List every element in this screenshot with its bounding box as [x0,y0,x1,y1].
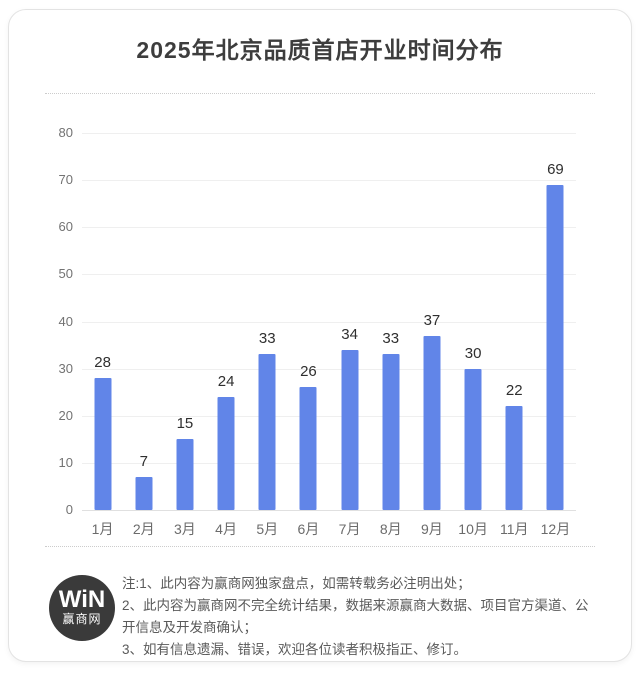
y-axis-tick-label: 50 [58,266,73,282]
bar-slot-4月: 24 [205,133,247,510]
bar-value-label: 33 [382,330,400,347]
bar-slot-3月: 15 [164,133,206,510]
gridline [82,227,576,229]
logo-chinese-name: 赢商网 [62,612,102,626]
x-axis-tick-label: 10月 [458,521,488,537]
bar-slot-1月: 28 [82,133,124,510]
winshang-logo: WiN 赢商网 [49,575,115,641]
gridline [82,321,576,323]
y-axis-tick-label: 60 [58,219,73,235]
footnotes: 注:1、此内容为赢商网独家盘点，如需转载务必注明出处； 2、此内容为赢商网不完全统… [122,573,601,661]
footer-separator [45,546,595,547]
x-axis-tick-label: 5月 [256,521,279,537]
bar-slot-11月: 22 [493,133,535,510]
y-axis-tick-label: 30 [58,360,73,376]
bar-10月 [464,369,482,510]
infographic-card: 2025年北京品质首店开业时间分布 0 10 20 30 40 50 60 70 80 28 1月 7… [8,9,632,662]
bar-2月 [135,477,153,510]
bar-slot-5月: 33 [246,133,288,510]
gridline [82,462,576,464]
bar-value-label: 37 [423,312,441,329]
y-axis-tick-label: 70 [58,172,73,188]
bar-slot-10月: 30 [452,133,494,510]
title-separator [45,93,595,94]
bar-slot-8月: 33 [370,133,412,510]
bar-4月 [217,397,235,510]
bar-3月 [176,439,194,510]
gridline [82,133,576,134]
y-axis-tick-label: 10 [58,454,73,470]
bar-value-label: 22 [505,382,523,399]
bar-value-label: 34 [341,326,358,343]
bar-12月 [546,185,564,510]
bar-value-label: 33 [258,330,276,347]
y-axis-tick-label: 80 [58,125,73,140]
x-axis-tick-label: 2月 [132,521,155,537]
gridline [82,274,576,276]
x-axis-tick-label: 6月 [297,521,320,537]
x-axis-tick-label: 8月 [379,521,402,537]
x-axis-tick-label: 4月 [215,521,237,537]
footer: WiN 赢商网 注:1、此内容为赢商网独家盘点，如需转载务必注明出处； 2、此内容… [49,573,601,661]
bar-slot-9月: 37 [411,133,453,510]
bar-value-label: 7 [139,453,148,470]
x-axis-tick-label: 11月 [499,521,529,537]
footnote-line: 3、如有信息遗漏、错误，欢迎各位读者积极指正、修订。 [122,642,468,657]
y-axis-tick-label: 40 [58,313,73,329]
footnote-line: 注:1、此内容为赢商网独家盘点，如需转载务必注明出处； [122,576,471,591]
footnote-line: 2、此内容为赢商网不完全统计结果，数据来源赢商大数据、项目官方渠道、公开信息及开… [122,598,589,635]
x-axis-tick-label: 9月 [421,521,443,537]
y-axis-tick-label: 0 [65,502,73,517]
bar-11月 [505,406,523,510]
gridline [82,368,576,370]
bar-value-label: 69 [547,161,564,178]
plot-area: 0 10 20 30 40 50 60 70 80 28 1月 7 2月 15 3月 24 4月 33 5月 26 6月… [59,125,576,537]
bar-8月 [382,354,400,510]
x-axis-baseline [82,510,576,511]
bar-chart: 0 10 20 30 40 50 60 70 80 28 1月 7 2月 15 3月 24 4月 33 5月 26 6月… [39,102,601,542]
bar-value-label: 28 [94,354,111,371]
bar-slot-12月: 69 [534,133,576,510]
bar-value-label: 30 [464,345,482,362]
x-axis-tick-label: 12月 [540,521,571,537]
x-axis-tick-label: 3月 [174,521,196,537]
gridline [82,415,576,417]
bar-9月 [423,336,441,510]
bar-value-label: 26 [300,363,317,380]
bar-value-label: 15 [176,415,194,432]
bar-1月 [94,378,112,510]
x-axis-tick-label: 1月 [91,521,114,537]
bar-5月 [258,354,276,510]
page-title: 2025年北京品质首店开业时间分布 [136,37,504,63]
bar-7月 [341,350,359,510]
bar-6月 [299,387,317,510]
bar-slot-2月: 7 [123,133,165,510]
bar-slot-7月: 34 [329,133,371,510]
logo-wordmark: WiN [58,586,106,613]
bar-value-label: 24 [217,373,235,390]
x-axis-tick-label: 7月 [338,521,361,537]
bar-slot-6月: 26 [287,133,329,510]
gridline [82,180,576,182]
y-axis-tick-label: 20 [58,407,73,423]
